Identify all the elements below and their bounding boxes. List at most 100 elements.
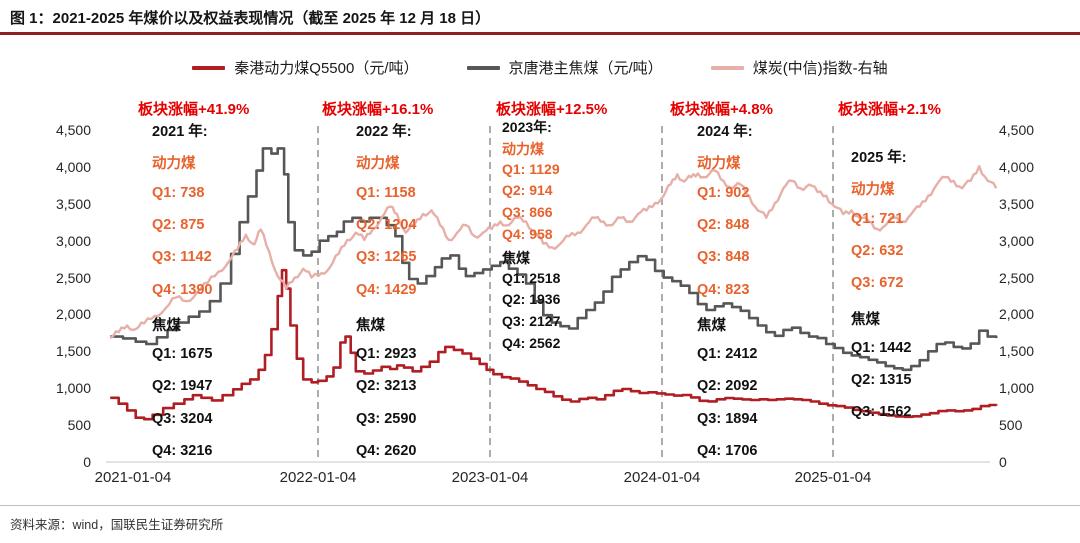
annotation-line: Q4: 1429: [356, 281, 417, 298]
annotation-line: 2023年:: [502, 119, 552, 135]
legend-swatch-icon: [710, 65, 744, 70]
series-line-1: [110, 147, 998, 372]
y-axis-right-tick: 4,500: [999, 122, 1035, 138]
x-axis-tick: 2023-01-04: [451, 469, 529, 486]
y-axis-left-tick: 0: [83, 454, 91, 470]
annotation-line: 动力煤: [356, 156, 400, 173]
legend-label: 秦港动力煤Q5500（元/吨）: [234, 60, 419, 77]
annotation-line: Q1: 1675: [152, 346, 213, 363]
annotation-line: Q4: 958: [502, 226, 553, 242]
source-note: 资料来源：wind，国联民生证券研究所: [10, 518, 224, 532]
sector-gain-label-4: 板块涨幅+2.1%: [838, 101, 941, 118]
annotation-line: 焦煤: [697, 317, 726, 334]
legend-swatch-icon: [466, 65, 500, 70]
annotation-line: 动力煤: [697, 156, 741, 173]
annotation-line: Q2: 1947: [152, 378, 213, 395]
annotation-line: Q1: 902: [697, 184, 750, 201]
legend-label: 煤炭(中信)指数-右轴: [752, 60, 888, 77]
y-axis-right-tick: 1,000: [999, 380, 1035, 397]
y-axis-left-tick: 2,500: [55, 269, 91, 286]
legend-item-1: 京唐港主焦煤（元/吨）: [466, 57, 663, 78]
annotation-line: Q4: 823: [697, 281, 750, 298]
annotation-line: Q2: 1315: [851, 372, 912, 389]
annotation-line: 2025 年:: [851, 150, 907, 166]
y-axis-right-tick: 3,500: [999, 195, 1035, 212]
annotation-line: Q3: 2590: [356, 410, 417, 427]
y-axis-right-tick: 4,000: [999, 158, 1035, 175]
annotation-line: 2021 年:: [152, 124, 208, 140]
chart-legend: 秦港动力煤Q5500（元/吨） 京唐港主焦煤（元/吨） 煤炭(中信)指数-右轴: [0, 57, 1080, 78]
annotation-line: Q4: 2620: [356, 443, 417, 459]
y-axis-right-tick: 0: [999, 454, 1007, 470]
annotation-line: 焦煤: [502, 249, 530, 266]
y-axis-left-tick: 1,000: [55, 380, 91, 397]
annotation-line: Q2: 3213: [356, 378, 417, 395]
y-axis-right-tick: 3,000: [999, 232, 1035, 249]
y-axis-left-tick: 4,000: [55, 158, 91, 175]
annotation-line: 焦煤: [851, 311, 880, 328]
annotation-line: Q1: 1158: [356, 184, 416, 201]
y-axis-left-tick: 3,500: [55, 195, 91, 212]
legend-item-2: 煤炭(中信)指数-右轴: [710, 57, 888, 78]
annotation-line: Q3: 1142: [152, 249, 212, 266]
legend-item-0: 秦港动力煤Q5500（元/吨）: [192, 57, 419, 78]
footer-divider: [0, 505, 1080, 506]
annotation-line: Q3: 672: [851, 275, 904, 292]
annotation-line: 动力煤: [851, 182, 895, 199]
y-axis-left-tick: 4,500: [55, 122, 91, 138]
annotation-line: Q4: 1390: [152, 281, 213, 298]
annotation-line: Q1: 721: [851, 210, 904, 227]
annotation-line: Q1: 2518: [502, 269, 561, 286]
x-axis-tick: 2025-01-04: [794, 469, 872, 486]
annotation-line: Q3: 866: [502, 204, 553, 221]
y-axis-left-tick: 3,000: [55, 232, 91, 249]
y-axis-left-tick: 1,500: [55, 343, 91, 360]
y-axis-right-tick: 2,500: [999, 269, 1035, 286]
annotation-line: Q1: 738: [152, 184, 205, 201]
x-axis-tick: 2024-01-04: [623, 469, 701, 486]
annotation-line: 动力煤: [152, 156, 196, 173]
annotation-line: Q4: 1706: [697, 443, 758, 459]
annotation-line: 焦煤: [152, 317, 181, 334]
sector-gain-label-1: 板块涨幅+16.1%: [322, 101, 434, 118]
annotation-line: 焦煤: [356, 317, 385, 334]
annotation-line: Q1: 1442: [851, 339, 912, 356]
annotation-line: Q4: 2562: [502, 335, 561, 351]
y-axis-right-tick: 2,000: [999, 306, 1035, 323]
legend-swatch-icon: [192, 65, 226, 70]
sector-gain-label-2: 板块涨幅+12.5%: [496, 101, 608, 118]
sector-gain-label-0: 板块涨幅+41.9%: [138, 101, 250, 118]
annotation-line: Q2: 1204: [356, 216, 417, 233]
y-axis-right-tick: 1,500: [999, 343, 1035, 360]
sector-gain-label-3: 板块涨幅+4.8%: [670, 101, 773, 118]
annotation-line: Q2: 2092: [697, 378, 758, 395]
annotation-line: Q2: 1936: [502, 291, 561, 308]
title-divider: [0, 32, 1080, 35]
annotation-line: 2024 年:: [697, 124, 753, 140]
annotation-line: Q3: 1265: [356, 249, 417, 266]
annotation-line: Q1: 1129: [502, 160, 560, 177]
annotation-line: Q4: 3216: [152, 443, 213, 459]
annotation-line: Q3: 848: [697, 249, 750, 266]
legend-label: 京唐港主焦煤（元/吨）: [508, 60, 663, 77]
series-line-0: [110, 268, 998, 421]
annotation-line: Q2: 848: [697, 216, 750, 233]
x-axis-tick: 2022-01-04: [279, 469, 357, 486]
annotation-line: Q2: 875: [152, 216, 205, 233]
annotation-line: Q2: 914: [502, 182, 553, 199]
annotation-line: 2022 年:: [356, 124, 412, 140]
annotation-line: Q3: 3204: [152, 410, 213, 427]
annotation-line: 动力煤: [502, 140, 544, 157]
figure-title: 图 1：2021-2025 年煤价以及权益表现情况（截至 2025 年 12 月…: [10, 10, 491, 27]
annotation-line: Q1: 2923: [356, 346, 417, 363]
x-axis-tick: 2021-01-04: [94, 469, 172, 486]
y-axis-right-tick: 500: [999, 417, 1023, 434]
y-axis-left-tick: 2,000: [55, 306, 91, 323]
series-line-2: [109, 165, 998, 340]
annotation-line: Q3: 1562: [851, 404, 912, 421]
annotation-line: Q2: 632: [851, 242, 904, 259]
annotation-line: Q3: 2127: [502, 313, 561, 330]
y-axis-left-tick: 500: [67, 417, 91, 434]
